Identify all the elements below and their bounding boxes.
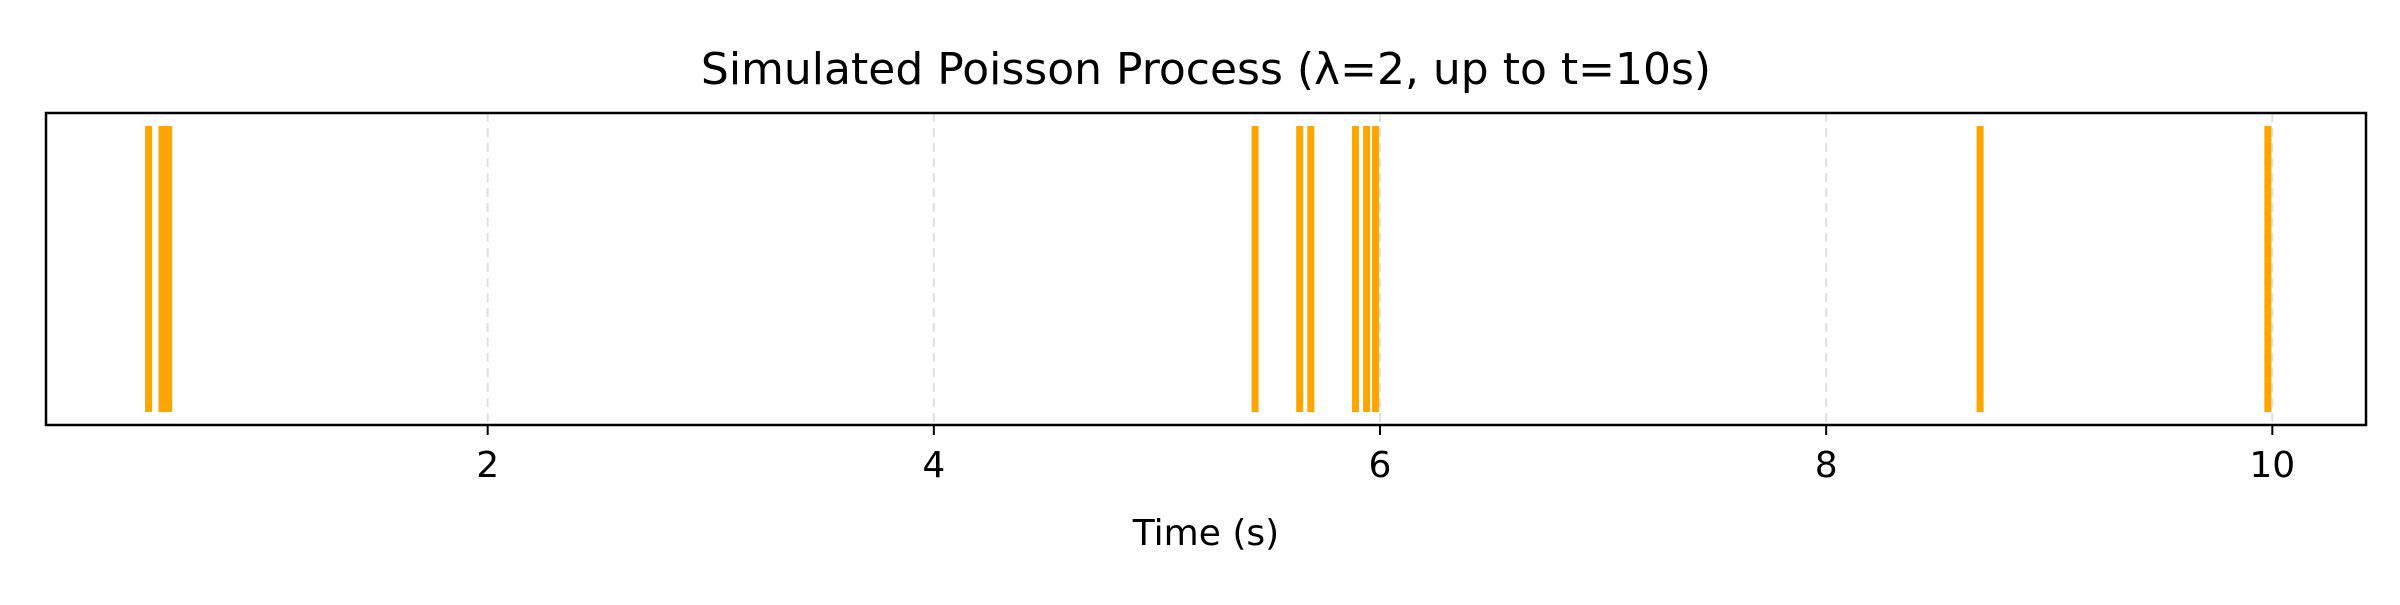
- chart-title: Simulated Poisson Process (λ=2, up to t=…: [701, 44, 1711, 95]
- x-tick-label: 8: [1815, 445, 1838, 486]
- event-layer: [145, 126, 2272, 412]
- grid-layer: [486, 113, 2274, 425]
- x-tick-label: 4: [922, 445, 945, 486]
- x-tick-label: 6: [1369, 445, 1392, 486]
- x-axis-label: Time (s): [1132, 513, 1279, 554]
- x-tick-label: 10: [2249, 445, 2295, 486]
- x-axis-ticks: 2 4 6 8 10: [476, 425, 2295, 486]
- x-tick-label: 2: [476, 445, 499, 486]
- plot-frame: [44, 111, 2368, 427]
